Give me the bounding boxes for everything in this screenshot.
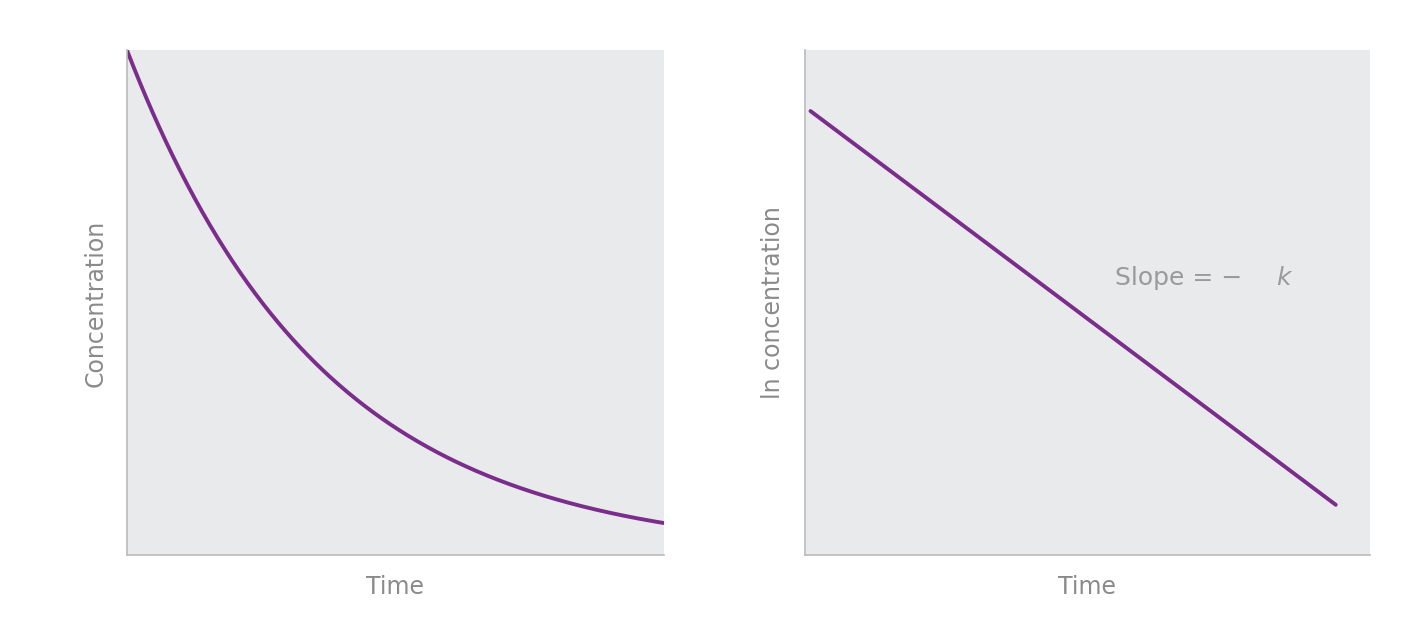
Y-axis label: ln concentration: ln concentration [761,206,785,399]
X-axis label: Time: Time [366,575,425,599]
X-axis label: Time: Time [1058,575,1117,599]
Text: k: k [1276,266,1291,290]
Y-axis label: Concentration: Concentration [83,219,107,387]
Text: Slope = −: Slope = − [1115,266,1243,290]
